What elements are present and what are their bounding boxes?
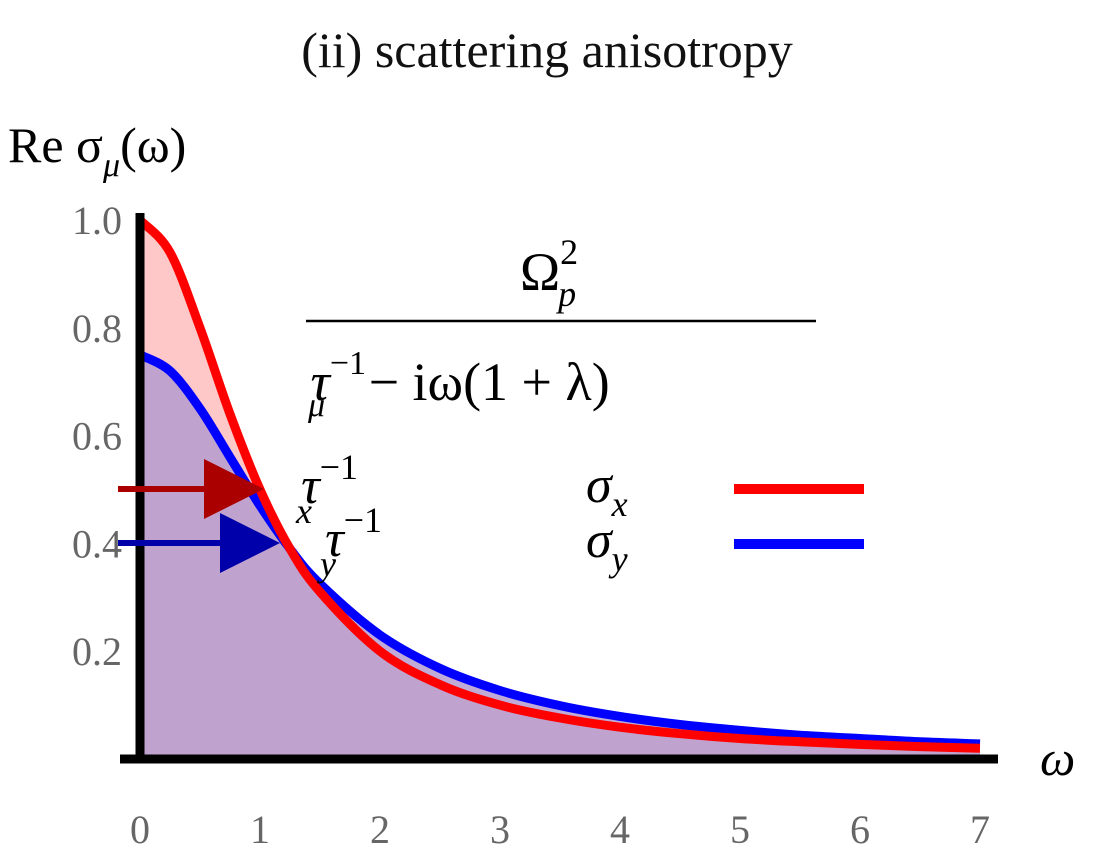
y-tick-label: 0.4 — [72, 521, 122, 566]
annotation-tau-x-sup: −1 — [320, 447, 358, 487]
y-axis-label-arg: (ω) — [120, 117, 186, 173]
formula-numerator: Ω2 p — [520, 232, 578, 314]
y-tick-label: 0.8 — [72, 306, 122, 351]
x-axis-label: ω — [1040, 730, 1075, 786]
y-tick-label: 1.0 — [72, 198, 122, 243]
y-tick-label: 0.6 — [72, 414, 122, 459]
legend-label-sigma-x: σx — [586, 457, 628, 524]
area-series-y — [140, 354, 980, 759]
y-axis-label-main: Re σ — [8, 117, 103, 173]
formula: Ω2 p τ−1 μ − iω(1 + λ) — [306, 232, 816, 424]
x-tick-label: 3 — [490, 807, 510, 852]
formula-den-sub: μ — [307, 387, 325, 424]
legend-sigma-x-sub: x — [611, 484, 628, 524]
y-tick-labels: 0.2 0.4 0.6 0.8 1.0 — [72, 198, 122, 674]
annotation-tau-x-sub: x — [295, 491, 312, 531]
annotation-tau-x: τ−1 x — [295, 447, 358, 531]
formula-num-omega: Ω — [520, 242, 560, 302]
x-tick-label: 0 — [130, 807, 150, 852]
annotation-tau-y-sub: y — [317, 544, 336, 584]
legend-label-sigma-y: σy — [586, 512, 628, 579]
series-lines — [136, 216, 981, 753]
y-tick-label: 0.2 — [72, 629, 122, 674]
x-tick-label: 4 — [610, 807, 630, 852]
chart-title: (ii) scattering anisotropy — [301, 22, 793, 78]
formula-den-sup: −1 — [330, 345, 366, 382]
x-tick-label: 7 — [970, 807, 990, 852]
annotation-tau-y-base: τ — [325, 511, 346, 568]
annotation-tau-y: τ−1 y — [317, 500, 382, 584]
x-tick-label: 5 — [730, 807, 750, 852]
x-tick-label: 1 — [250, 807, 270, 852]
line-series-y — [137, 350, 981, 749]
annotation-tau-y-sup: −1 — [344, 500, 382, 540]
annotation-tau-x-base: τ — [301, 458, 322, 515]
legend-sigma-x-base: σ — [586, 457, 614, 514]
annotations: τ−1 x τ−1 y — [118, 447, 382, 584]
y-axis-label: Re σμ(ω) — [8, 117, 186, 184]
formula-num-sup: 2 — [560, 232, 578, 272]
formula-denominator: τ−1 μ − iω(1 + λ) — [307, 345, 610, 424]
x-tick-label: 6 — [850, 807, 870, 852]
formula-den-tau: τ — [310, 352, 331, 412]
y-axis-label-sub: μ — [102, 147, 120, 184]
legend-sigma-y-sub: y — [609, 539, 628, 579]
legend-sigma-y-base: σ — [586, 512, 614, 569]
legend: σx σy — [586, 457, 864, 579]
x-tick-label: 2 — [370, 807, 390, 852]
formula-den-rest: − iω(1 + λ) — [355, 352, 610, 412]
x-tick-labels: 0 1 2 3 4 5 6 7 — [130, 807, 990, 852]
formula-num-sub: p — [555, 274, 576, 314]
line-series-x — [136, 216, 981, 753]
